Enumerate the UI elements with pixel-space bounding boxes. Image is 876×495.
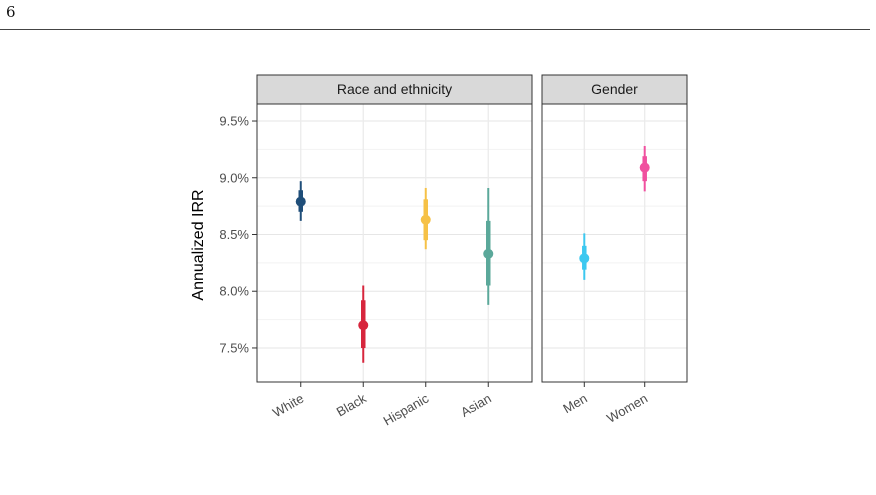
- facet-strip: [541, 74, 688, 105]
- point-estimate: [579, 253, 590, 264]
- point-estimate: [358, 320, 369, 331]
- point-estimate: [639, 162, 650, 173]
- header-rule: [0, 29, 870, 30]
- point-estimate: [295, 196, 306, 207]
- x-tick-label: Asian: [458, 391, 494, 420]
- x-tick-label: Hispanic: [381, 390, 432, 428]
- panel-border: [256, 103, 533, 383]
- facet-strip: [256, 74, 533, 105]
- y-axis-ticks: 7.5% 8.0% 8.5% 9.0% 9.5%: [219, 114, 257, 355]
- y-tick-label: 8.0%: [219, 284, 249, 299]
- x-tick-label: White: [270, 391, 306, 421]
- point-estimate: [483, 248, 494, 259]
- point-estimate: [420, 214, 431, 225]
- y-tick-label: 7.5%: [219, 340, 249, 355]
- panel-border: [541, 103, 688, 383]
- panel-background: [542, 104, 687, 382]
- x-tick-label: Women: [604, 391, 650, 426]
- y-axis-label: Annualized IRR: [190, 189, 207, 300]
- x-tick-label: Men: [560, 391, 589, 417]
- facet-panels: Race and ethnicity White Black Hispanic Asia…: [256, 74, 688, 429]
- panel-background: [257, 104, 532, 382]
- facet-panel: Race and ethnicity White Black Hispanic Asia…: [256, 74, 533, 429]
- facet-panel: Gender Men Women: [541, 74, 688, 426]
- facet-strip-title: Gender: [591, 81, 638, 97]
- y-tick-label: 8.5%: [219, 227, 249, 242]
- y-tick-label: 9.0%: [219, 170, 249, 185]
- y-tick-label: 9.5%: [219, 114, 249, 129]
- x-tick-label: Black: [334, 390, 369, 419]
- page-number: 6: [6, 3, 16, 21]
- facet-strip-title: Race and ethnicity: [337, 81, 452, 97]
